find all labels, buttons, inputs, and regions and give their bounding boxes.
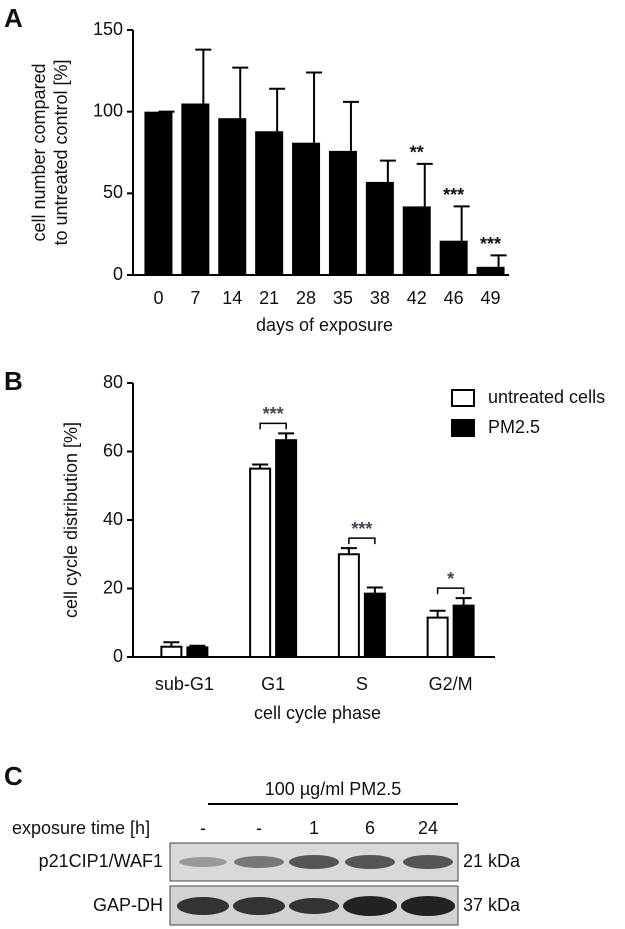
y-axis-title: to untreated control [%]: [51, 59, 71, 245]
y-tick-label: 100: [93, 100, 123, 120]
band: [345, 855, 395, 869]
bar: [363, 592, 386, 659]
protein-label: GAP-DH: [93, 895, 163, 915]
x-tick-label: 46: [444, 288, 464, 308]
bar: [476, 266, 505, 275]
bar: [337, 553, 360, 658]
blot-panel: C 100 µg/ml PM2.5 exposure time [h] - - …: [4, 761, 521, 926]
bar: [402, 206, 431, 275]
bar: [186, 646, 209, 658]
bands: [177, 855, 455, 916]
band: [403, 855, 453, 869]
significance: ***: [480, 234, 501, 254]
bar: [255, 131, 284, 275]
band: [179, 857, 227, 867]
x-tick-label: 42: [407, 288, 427, 308]
y-tick-label: 50: [103, 182, 123, 202]
significance-bracket: [259, 422, 287, 430]
bar: [365, 181, 394, 275]
legend-swatch: [451, 419, 475, 437]
x-tick-label: G2/M: [429, 674, 473, 694]
x-tick-label: 28: [296, 288, 316, 308]
y-tick-label: 40: [103, 509, 123, 529]
bar: [249, 467, 272, 658]
protein-label: p21CIP1/WAF1: [39, 851, 163, 871]
x-axis-title: cell cycle phase: [254, 703, 381, 723]
bar: [144, 111, 173, 276]
x-tick-label: 21: [259, 288, 279, 308]
x-tick-label: 49: [481, 288, 501, 308]
bar: [275, 439, 298, 659]
bar: [426, 616, 449, 658]
lane-label: -: [200, 818, 206, 838]
significance: ***: [351, 519, 372, 539]
band: [401, 896, 455, 916]
lane-label: 1: [309, 818, 319, 838]
band: [343, 896, 397, 916]
panel-label: C: [4, 761, 23, 791]
band: [289, 898, 339, 914]
significance-bracket: [436, 587, 465, 595]
bar: [160, 645, 183, 658]
legend-label: PM2.5: [488, 417, 540, 437]
bar: [181, 103, 210, 275]
x-tick-label: 35: [333, 288, 353, 308]
band: [289, 855, 339, 869]
lane-label: 24: [418, 818, 438, 838]
legend-label: untreated cells: [488, 387, 605, 407]
band: [233, 897, 285, 915]
y-tick-label: 150: [93, 19, 123, 39]
x-tick-label: sub-G1: [155, 674, 214, 694]
bar: [292, 142, 321, 275]
y-tick-label: 0: [113, 646, 123, 666]
x-tick-label: 7: [190, 288, 200, 308]
significance-bracket: [348, 537, 376, 545]
bar: [452, 604, 475, 658]
x-axis-title: days of exposure: [256, 315, 393, 335]
lane-label: 6: [365, 818, 375, 838]
significance: ***: [263, 404, 284, 424]
y-tick-label: 20: [103, 577, 123, 597]
panel-label: A: [4, 3, 23, 33]
x-tick-label: 0: [153, 288, 163, 308]
size-label: 21 kDa: [463, 851, 521, 871]
bar: [218, 118, 247, 275]
x-tick-label: G1: [261, 674, 285, 694]
significance: *: [447, 569, 454, 589]
y-axis-title: cell cycle distribution [%]: [61, 422, 81, 618]
x-tick-label: 14: [222, 288, 242, 308]
y-axis-title: cell number compared: [29, 63, 49, 241]
row-header: exposure time [h]: [12, 818, 150, 838]
legend-swatch: [451, 389, 475, 407]
y-tick-label: 60: [103, 440, 123, 460]
bar: [439, 240, 468, 275]
band: [234, 856, 284, 868]
significance: **: [410, 143, 424, 163]
significance: ***: [443, 185, 464, 205]
treatment-label: 100 µg/ml PM2.5: [265, 779, 401, 799]
y-tick-label: 0: [113, 264, 123, 284]
lane-label: -: [256, 818, 262, 838]
x-tick-label: 38: [370, 288, 390, 308]
y-tick-label: 80: [103, 372, 123, 392]
panel-label: B: [4, 366, 23, 396]
size-label: 37 kDa: [463, 895, 521, 915]
x-tick-label: S: [356, 674, 368, 694]
bar: [328, 150, 357, 275]
band: [177, 897, 229, 915]
